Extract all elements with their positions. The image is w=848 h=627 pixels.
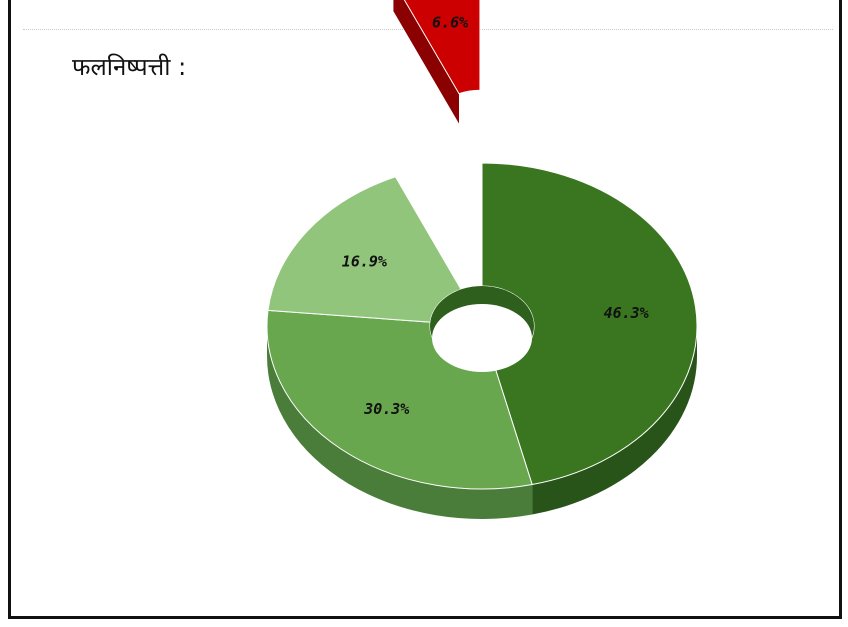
slice-3 bbox=[403, 0, 481, 95]
slice-wall-3-0 bbox=[393, 0, 460, 124]
slice-label-1: 30.3% bbox=[363, 400, 409, 418]
slice-tops bbox=[266, 0, 698, 490]
slice-side-0 bbox=[532, 326, 697, 515]
slice-label-2: 16.9% bbox=[342, 252, 387, 270]
section-heading: फलनिष्पत्ती : bbox=[72, 53, 187, 81]
slice-sides bbox=[267, 0, 697, 519]
slice-label-3: 6.6% bbox=[432, 13, 468, 31]
slice-label-0: 46.3% bbox=[604, 304, 649, 322]
slice-labels: 46.3% 30.3% 16.9% 6.6% bbox=[342, 13, 649, 418]
slice-side-1 bbox=[267, 326, 533, 519]
donut-hole bbox=[430, 286, 534, 372]
slice-2 bbox=[267, 176, 462, 323]
